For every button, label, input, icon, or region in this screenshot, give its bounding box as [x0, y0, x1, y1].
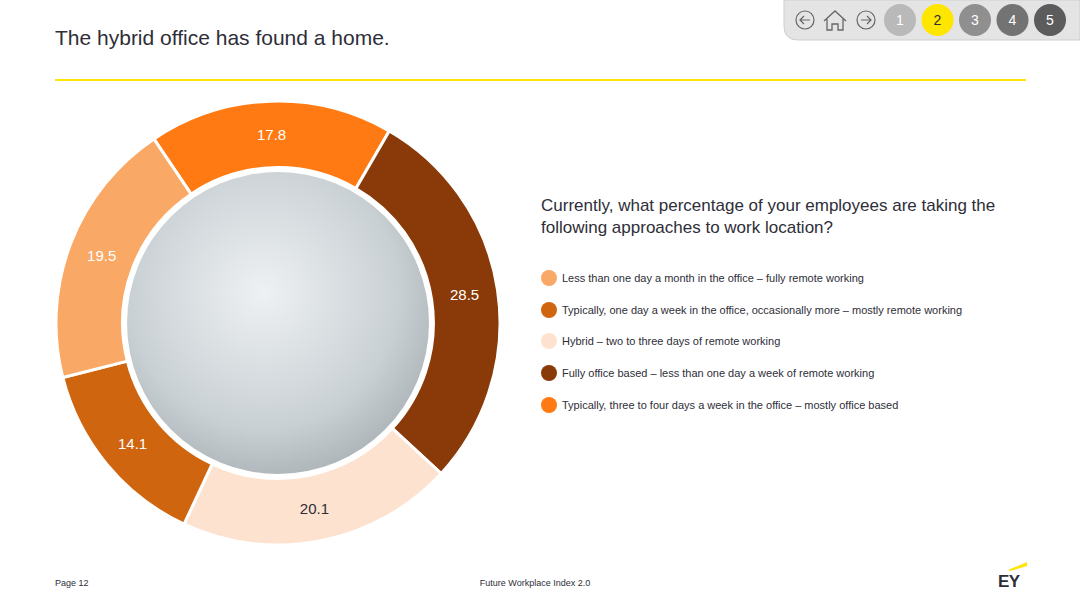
svg-text:5: 5	[1046, 12, 1054, 28]
html-text:Typically, one day a week in t: Typically, one day a week in the office,…	[562, 303, 963, 316]
svg-text:17.8: 17.8	[257, 126, 286, 143]
svg-text:4: 4	[1009, 12, 1017, 28]
svg-text:14.1: 14.1	[118, 435, 147, 452]
html-text:Fully office based – less than: Fully office based – less than one day a…	[562, 367, 875, 380]
svg-text:20.1: 20.1	[300, 500, 329, 517]
svg-text:19.5: 19.5	[87, 247, 116, 264]
svg-text:28.5: 28.5	[450, 286, 479, 303]
svg-text:1: 1	[896, 12, 904, 28]
html-text:Page 12: Page 12	[55, 578, 89, 588]
html-text:Hybrid – two to three days of: Hybrid – two to three days of remote wor…	[562, 335, 781, 348]
html-text:Less than one day a month in t: Less than one day a month in the office …	[562, 272, 864, 284]
html-text:Typically, three to four days: Typically, three to four days a week in …	[562, 398, 899, 411]
html-text:Future Workplace Index 2.0: Future Workplace Index 2.0	[479, 578, 591, 588]
html-text:The hybrid office has found a: The hybrid office has found a home.	[55, 26, 390, 49]
html-text:Currently, what percentage of: Currently, what percentage of your emplo…	[541, 196, 996, 237]
svg-text:3: 3	[971, 12, 979, 28]
svg-text:2: 2	[934, 12, 942, 28]
html-text:EY: EY	[998, 572, 1020, 591]
